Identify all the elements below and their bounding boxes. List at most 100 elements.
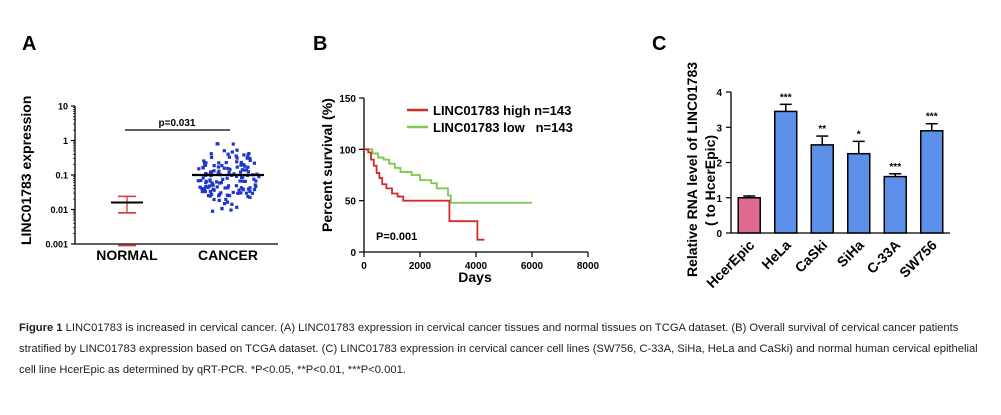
cancer-sample-point bbox=[209, 152, 213, 156]
cancer-sample-point bbox=[223, 186, 227, 190]
cancer-sample-point bbox=[239, 160, 243, 165]
cancer-sample-point bbox=[252, 187, 257, 192]
figure-caption: Figure 1 LINC01783 is increased in cervi… bbox=[19, 318, 984, 381]
cancer-sample-point bbox=[201, 176, 205, 180]
cancer-sample-point bbox=[244, 168, 248, 172]
cancer-sample-point bbox=[210, 183, 215, 187]
cancer-sample-point bbox=[198, 185, 202, 189]
panel-c-ytick-label: 3 bbox=[716, 123, 722, 134]
cancer-sample-point bbox=[202, 187, 207, 191]
cancer-sample-point bbox=[219, 180, 223, 185]
cancer-sample-point bbox=[210, 209, 215, 213]
cancer-sample-point bbox=[234, 154, 238, 158]
cancer-sample-point bbox=[217, 192, 222, 197]
panel-b-xtick-label: 6000 bbox=[521, 261, 544, 272]
category-label: HcerEpic bbox=[703, 237, 757, 291]
cancer-sample-point bbox=[241, 175, 245, 179]
panel-a-xtick-cancer: CANCER bbox=[198, 247, 258, 263]
cancer-sample-point bbox=[248, 195, 252, 200]
cancer-sample-point bbox=[227, 155, 231, 159]
legend-low-label: LINC01783 low n=143 bbox=[433, 120, 573, 135]
cancer-sample-point bbox=[238, 179, 242, 183]
panel-a-points bbox=[111, 142, 264, 247]
cancer-sample-point bbox=[235, 148, 239, 152]
panel-a-ytick-label: 1 bbox=[63, 136, 68, 146]
cancer-sample-point bbox=[208, 194, 212, 198]
cancer-sample-point bbox=[204, 184, 208, 189]
cancer-sample-point bbox=[235, 165, 239, 169]
panel-b-curves bbox=[364, 148, 532, 241]
panel-a: A LINC01783 expression 10 1 0.1 0.01 0.001 N… bbox=[18, 33, 278, 263]
panel-c-ytick-label: 0 bbox=[716, 229, 722, 240]
panel-c-ylabel-line2: ( to HcerEpic) bbox=[702, 135, 718, 226]
cancer-sample-point bbox=[212, 197, 216, 202]
cancer-sample-point bbox=[215, 142, 219, 146]
panel-a-ticks: 10 1 0.1 0.01 0.001 bbox=[45, 102, 75, 250]
panel-a-ytick-label: 0.1 bbox=[55, 171, 68, 181]
significance-label: ** bbox=[818, 124, 826, 135]
panel-c-ylabel-line1: Relative RNA level of LINC01783 bbox=[684, 62, 700, 277]
cancer-sample-point bbox=[226, 184, 231, 188]
cancer-sample-point bbox=[239, 186, 243, 190]
cancer-sample-point bbox=[226, 152, 230, 156]
cancer-sample-point bbox=[203, 171, 208, 176]
cancer-sample-point bbox=[201, 166, 205, 170]
cancer-sample-point bbox=[252, 161, 256, 165]
cancer-sample-point bbox=[222, 149, 226, 153]
cancer-sample-point bbox=[212, 169, 216, 173]
cancer-sample-point bbox=[250, 191, 255, 195]
panel-c-ytick-label: 1 bbox=[716, 194, 722, 205]
panel-b-xtick-label: 4000 bbox=[465, 261, 488, 272]
cancer-sample-point bbox=[216, 171, 220, 175]
cancer-sample-point bbox=[200, 189, 204, 194]
panel-b-xtick-label: 8000 bbox=[577, 261, 600, 272]
cancer-sample-point bbox=[248, 189, 252, 194]
cancer-sample-point bbox=[208, 189, 212, 194]
panel-b-pvalue: P=0.001 bbox=[376, 231, 417, 243]
panel-b-xtick-label: 0 bbox=[361, 261, 367, 272]
cancer-sample-point bbox=[241, 179, 245, 183]
panel-c-ytick-label: 4 bbox=[716, 88, 722, 99]
cancer-sample-point bbox=[235, 205, 239, 209]
panel-b-ytick-label: 100 bbox=[339, 145, 356, 156]
caption-text: LINC01783 is increased in cervical cance… bbox=[19, 322, 978, 376]
cancer-sample-point bbox=[212, 188, 216, 192]
bar-hela bbox=[774, 110, 798, 234]
cancer-sample-point bbox=[234, 184, 239, 188]
cancer-sample-point bbox=[196, 179, 200, 183]
cancer-sample-point bbox=[229, 208, 233, 212]
cancer-sample-point bbox=[239, 163, 243, 167]
panel-b-ylabel: Percent survival (%) bbox=[319, 98, 335, 232]
cancer-sample-point bbox=[226, 193, 230, 197]
significance-label: *** bbox=[926, 112, 938, 123]
bar-c-33a bbox=[883, 175, 907, 234]
cancer-sample-point bbox=[241, 188, 245, 192]
cancer-sample-point bbox=[217, 169, 221, 173]
panel-c: C Relative RNA level of LINC01783 ( to H… bbox=[652, 33, 950, 291]
cancer-sample-point bbox=[210, 181, 214, 185]
bar-hcerepic bbox=[737, 197, 761, 234]
bar-siha bbox=[847, 152, 871, 234]
category-label: HeLa bbox=[758, 237, 794, 273]
cancer-sample-point bbox=[228, 167, 232, 171]
cancer-sample-point bbox=[248, 186, 252, 190]
caption-lead: Figure 1 bbox=[19, 322, 63, 334]
cancer-sample-point bbox=[248, 156, 252, 161]
cancer-sample-point bbox=[242, 163, 246, 167]
survival-curve-high bbox=[364, 148, 485, 241]
cancer-sample-point bbox=[222, 166, 226, 170]
bar-sw756 bbox=[920, 130, 944, 234]
cancer-sample-point bbox=[246, 170, 251, 174]
cancer-sample-point bbox=[243, 179, 247, 184]
cancer-sample-point bbox=[207, 184, 212, 188]
cancer-sample-point bbox=[220, 164, 224, 168]
cancer-sample-point bbox=[224, 160, 228, 165]
cancer-sample-point bbox=[246, 153, 250, 157]
cancer-sample-point bbox=[216, 165, 221, 169]
cancer-sample-point bbox=[244, 191, 249, 195]
panel-b-xtick-label: 2000 bbox=[409, 261, 432, 272]
panel-b: B Percent survival (%) 150 100 50 00 2000 400… bbox=[313, 33, 600, 285]
cancer-sample-point bbox=[209, 155, 214, 159]
cancer-sample-point bbox=[199, 178, 203, 183]
